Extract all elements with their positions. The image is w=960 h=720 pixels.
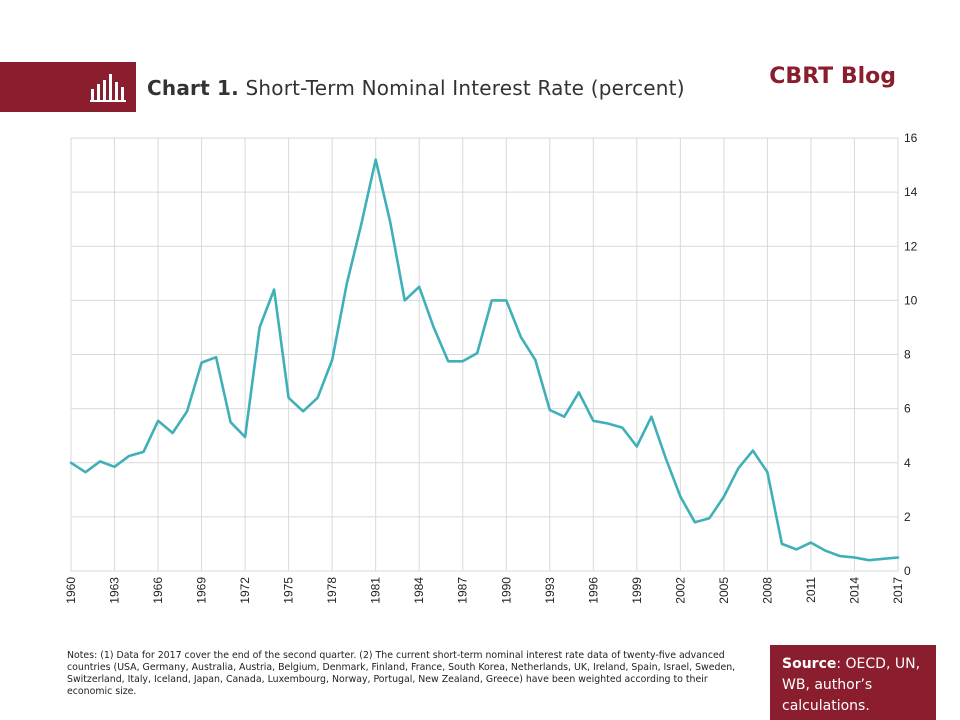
x-tick-label: 1987: [456, 577, 470, 604]
y-tick-label: 14: [904, 185, 918, 199]
bar-chart-icon: [90, 74, 126, 102]
x-tick-label: 2011: [804, 577, 818, 603]
y-tick-label: 0: [904, 564, 911, 578]
chart-title: Chart 1. Short-Term Nominal Interest Rat…: [147, 76, 685, 100]
x-tick-label: 1999: [630, 577, 644, 604]
x-tick-label: 1972: [238, 577, 252, 604]
series-line-interest-rate: [69, 158, 900, 562]
x-tick-label: 1984: [412, 577, 426, 604]
x-tick-label: 1990: [499, 577, 513, 604]
x-tick-label: 1969: [195, 577, 209, 604]
y-tick-label: 2: [904, 510, 911, 524]
x-tick-label: 2014: [847, 577, 861, 604]
source-box: Source: OECD, UN, WB, author’s calculati…: [770, 645, 936, 720]
x-tick-label: 1981: [369, 577, 383, 604]
header-bar: [0, 62, 136, 112]
source-label: Source: [782, 656, 837, 672]
y-tick-label: 4: [904, 456, 911, 470]
y-tick-label: 8: [904, 348, 911, 362]
y-tick-label: 6: [904, 402, 911, 416]
x-tick-label: 2017: [891, 577, 905, 604]
source-text: : OECD, UN, WB, author’s calculations.: [782, 656, 921, 714]
x-tick-label: 1993: [543, 577, 557, 604]
chart-number: Chart 1.: [147, 76, 239, 100]
blog-name: CBRT Blog: [769, 64, 896, 89]
x-tick-label: 1960: [64, 577, 78, 604]
x-tick-label: 1978: [325, 577, 339, 604]
x-tick-label: 1963: [108, 577, 122, 604]
y-tick-label: 16: [904, 131, 918, 145]
plot-border: [70, 137, 899, 572]
x-tick-label: 2002: [673, 577, 687, 604]
x-tick-label: 1996: [586, 577, 600, 604]
series-layer: [69, 158, 900, 562]
axes: 0 2 4 6 8 10 12 14 16 1960 1963 1966 1969 1972 1975 197…: [64, 131, 918, 604]
x-tick-label: 2005: [717, 577, 731, 604]
x-tick-label: 1975: [282, 577, 296, 604]
x-tick-label: 2008: [760, 577, 774, 604]
chart-notes: Notes: (1) Data for 2017 cover the end o…: [67, 650, 736, 697]
chart-title-text: Short-Term Nominal Interest Rate (percen…: [245, 76, 685, 100]
y-tick-label: 10: [904, 293, 918, 307]
x-tick-label: 1966: [151, 577, 165, 604]
y-tick-label: 12: [904, 239, 918, 253]
